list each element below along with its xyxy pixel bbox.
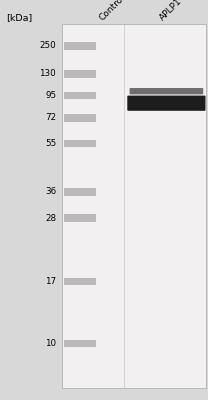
- Text: 72: 72: [45, 114, 56, 122]
- Text: 95: 95: [45, 91, 56, 100]
- Bar: [64, 114, 96, 122]
- Bar: [64, 188, 96, 196]
- Bar: [64, 140, 96, 147]
- Text: [kDa]: [kDa]: [6, 13, 32, 22]
- Bar: [62, 24, 206, 388]
- Text: APLP1: APLP1: [158, 0, 184, 22]
- Text: 250: 250: [39, 42, 56, 50]
- Text: 17: 17: [45, 277, 56, 286]
- Text: 130: 130: [39, 70, 56, 78]
- Text: 36: 36: [45, 188, 56, 196]
- Text: 28: 28: [45, 214, 56, 222]
- FancyBboxPatch shape: [127, 96, 206, 111]
- Bar: [64, 278, 96, 285]
- Bar: [64, 340, 96, 347]
- Text: 55: 55: [45, 139, 56, 148]
- Bar: [64, 70, 96, 78]
- FancyBboxPatch shape: [130, 88, 203, 94]
- Bar: [64, 42, 96, 50]
- Bar: [64, 92, 96, 99]
- Text: 10: 10: [45, 339, 56, 348]
- Bar: [64, 214, 96, 222]
- Text: Control: Control: [98, 0, 127, 22]
